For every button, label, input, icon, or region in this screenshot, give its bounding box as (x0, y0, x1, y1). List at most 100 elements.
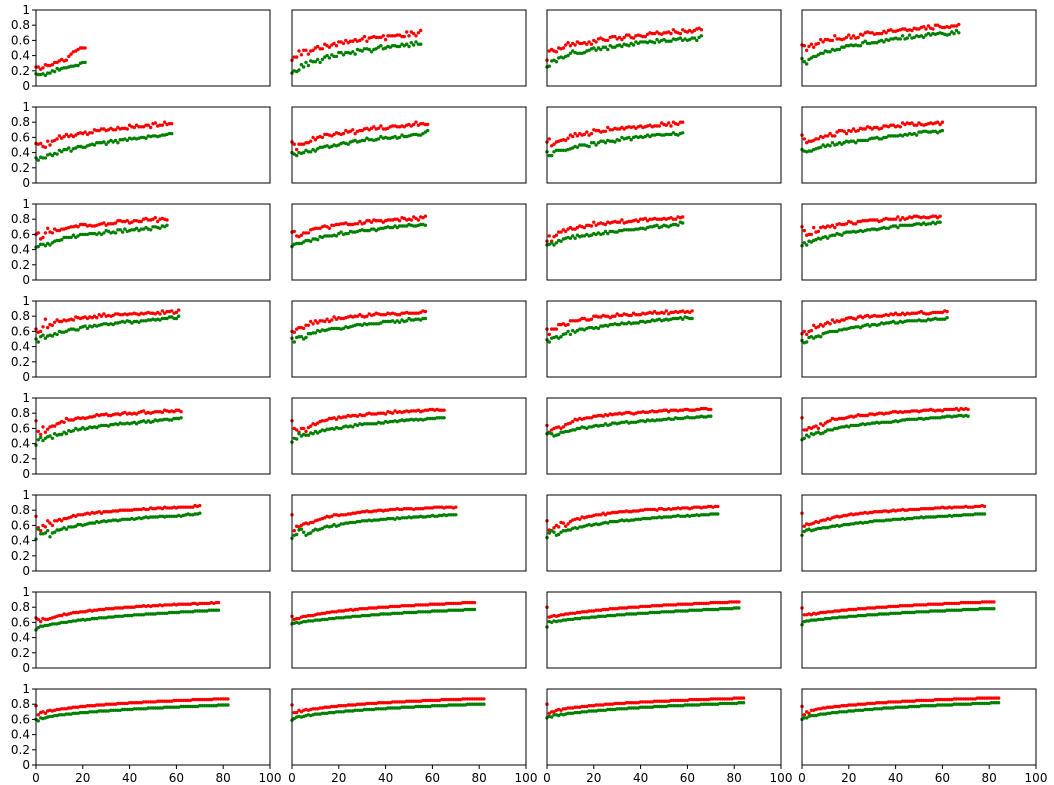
green-point (53, 530, 57, 534)
red-point (907, 507, 912, 512)
red-point (692, 505, 697, 509)
green-point (120, 230, 125, 234)
red-point (821, 324, 825, 328)
green-point (641, 705, 645, 709)
red-point (919, 603, 923, 607)
green-point (437, 609, 442, 613)
green-point (849, 423, 853, 428)
green-point (587, 709, 591, 713)
green-point (339, 522, 343, 526)
red-point (153, 121, 157, 125)
red-point (872, 125, 877, 130)
red-point (39, 329, 43, 334)
green-point (351, 230, 355, 234)
green-point (699, 513, 704, 517)
red-point (332, 41, 336, 46)
green-point (989, 607, 994, 611)
red-point (587, 609, 591, 613)
green-point (587, 425, 591, 429)
subplot-16 (800, 300, 1037, 378)
green-point (606, 47, 610, 52)
green-point (596, 326, 601, 331)
x-tick-label: 100 (1025, 771, 1048, 785)
subplot-3 (545, 9, 782, 87)
red-point (402, 216, 406, 221)
green-point (652, 41, 657, 45)
green-point (367, 422, 371, 426)
red-point (936, 602, 940, 606)
green-point (669, 39, 673, 43)
green-point (919, 704, 923, 708)
green-point (313, 60, 318, 64)
green-point (931, 416, 935, 420)
red-point (83, 46, 87, 50)
green-point (123, 707, 127, 712)
red-point (402, 604, 406, 608)
green-point (449, 513, 453, 517)
green-point (695, 38, 699, 43)
green-point (421, 610, 425, 614)
red-point (566, 322, 570, 327)
green-point (181, 704, 186, 709)
axes-frame (35, 106, 271, 184)
green-point (828, 144, 832, 148)
red-point (606, 702, 610, 706)
green-point (610, 45, 615, 49)
green-point (826, 50, 830, 54)
red-point (39, 432, 43, 437)
red-point (568, 44, 573, 48)
green-point (332, 427, 336, 431)
green-point (116, 141, 120, 145)
green-point (344, 521, 348, 525)
green-point (344, 50, 348, 55)
green-point (907, 417, 912, 421)
green-point (994, 701, 998, 705)
green-point (807, 435, 811, 439)
axes-frame (801, 106, 1037, 184)
red-point (369, 220, 374, 224)
red-point (339, 513, 343, 517)
x-tick-label: 20 (841, 771, 856, 785)
x-tick-label: 60 (425, 771, 440, 785)
red-point (978, 696, 982, 700)
green-point (374, 322, 378, 326)
green-point (676, 609, 680, 613)
green-point (865, 707, 870, 712)
red-point (355, 222, 360, 226)
green-point (610, 421, 615, 425)
red-point (449, 697, 453, 702)
axes-frame (546, 591, 782, 669)
red-point (931, 214, 935, 218)
red-point (48, 143, 52, 147)
red-point (889, 217, 893, 221)
green-point (877, 137, 881, 141)
axes-frame (546, 106, 782, 184)
green-point (978, 607, 982, 611)
y-tick-label: 0.6 (11, 712, 30, 726)
green-point (645, 705, 650, 709)
red-point (959, 600, 963, 605)
green-point (877, 707, 881, 711)
green-point (46, 529, 50, 533)
green-point (571, 234, 575, 238)
green-point (409, 41, 413, 45)
red-point (43, 430, 48, 434)
red-point (461, 600, 465, 605)
subplot-12 (800, 203, 1037, 281)
red-point (472, 697, 477, 701)
red-point (316, 612, 320, 616)
green-point (379, 134, 383, 139)
green-point (334, 234, 339, 238)
green-point (947, 608, 952, 612)
green-point (60, 620, 64, 625)
subplot-22 (290, 494, 527, 572)
green-point (318, 60, 322, 65)
red-point (957, 22, 961, 27)
green-point (907, 516, 912, 521)
red-point (402, 507, 406, 511)
axes-frame (801, 494, 1037, 572)
red-point (723, 697, 727, 701)
green-point (900, 705, 905, 709)
red-point (634, 313, 638, 317)
green-point (43, 156, 48, 160)
